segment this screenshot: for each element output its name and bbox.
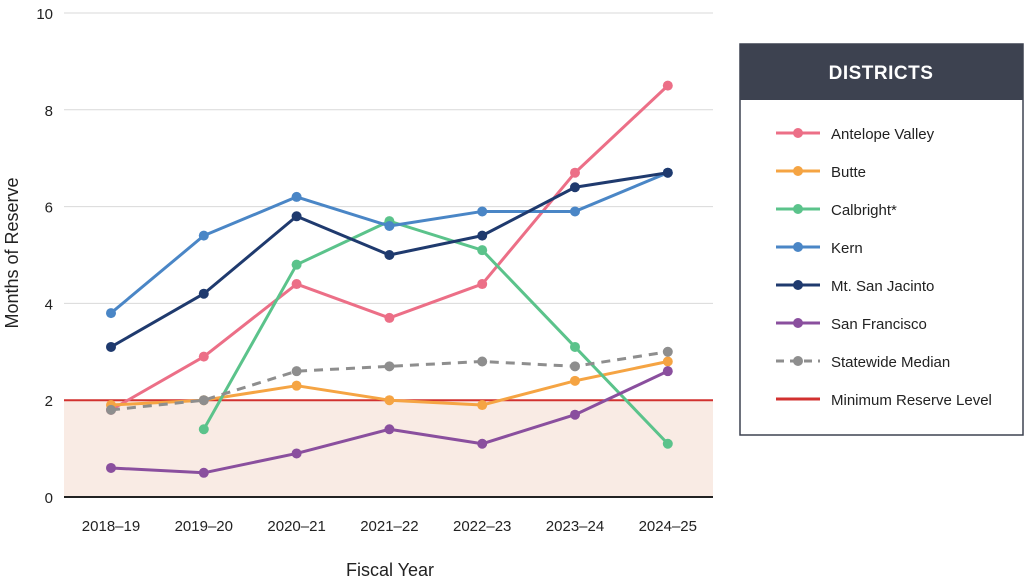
series-line xyxy=(109,84,670,412)
legend-item: Mt. San Jacinto xyxy=(776,278,934,295)
x-tick-label: 2024–25 xyxy=(639,518,697,535)
data-point xyxy=(384,424,395,435)
y-tick-label: 0 xyxy=(45,490,53,507)
data-point xyxy=(477,438,488,449)
legend-marker xyxy=(793,280,803,290)
data-point xyxy=(291,259,302,270)
legend-label: San Francisco xyxy=(831,316,927,333)
data-point xyxy=(106,341,116,352)
data-point xyxy=(477,206,488,217)
data-point xyxy=(662,346,673,357)
data-point xyxy=(662,366,673,377)
legend-item: Kern xyxy=(776,240,863,257)
legend-item: Antelope Valley xyxy=(776,126,935,143)
series-statewide-median xyxy=(106,346,673,415)
data-point xyxy=(662,167,673,178)
data-point xyxy=(198,230,209,241)
series-mt-san-jacinto xyxy=(106,167,673,352)
data-point xyxy=(477,245,488,256)
data-point xyxy=(106,462,116,473)
legend-item: San Francisco xyxy=(776,316,927,333)
legend-label: Kern xyxy=(831,240,863,257)
series-kern xyxy=(106,167,673,319)
data-point xyxy=(384,395,395,406)
legend-marker xyxy=(793,204,803,214)
data-point xyxy=(198,288,209,299)
data-point xyxy=(384,250,395,260)
x-tick-label: 2021–22 xyxy=(360,518,418,535)
legend-marker xyxy=(793,128,803,138)
legend-label: Butte xyxy=(831,164,866,181)
series-san-francisco xyxy=(106,366,673,478)
gridlines xyxy=(64,12,713,401)
data-point xyxy=(662,356,673,367)
data-point xyxy=(291,279,302,290)
data-point xyxy=(477,230,488,241)
legend-item: Minimum Reserve Level xyxy=(776,392,992,409)
legend-marker xyxy=(793,356,803,366)
below-minimum-region xyxy=(64,400,713,497)
legend-marker xyxy=(793,318,803,328)
data-point xyxy=(198,424,209,435)
data-point xyxy=(477,279,488,290)
x-tick-label: 2019–20 xyxy=(175,518,233,535)
legend-item: Calbright* xyxy=(776,202,897,219)
x-tick-label: 2023–24 xyxy=(546,518,604,535)
legend-label: Mt. San Jacinto xyxy=(831,278,934,295)
legend-marker xyxy=(793,166,803,176)
y-tick-label: 10 xyxy=(36,6,53,23)
data-point xyxy=(570,182,580,193)
legend-box xyxy=(739,43,1024,436)
axes: 0 2 4 6 8 10 2018–19 2019–20 2020–21 2021–22 2022–… xyxy=(36,6,713,535)
data-point xyxy=(570,206,580,217)
data-point xyxy=(198,351,209,362)
series-lines xyxy=(106,80,673,478)
data-point xyxy=(384,361,395,372)
data-point xyxy=(291,191,302,202)
data-point xyxy=(662,80,673,91)
data-point xyxy=(384,312,395,323)
legend-label: Antelope Valley xyxy=(831,126,935,143)
legend-header xyxy=(740,44,1023,100)
data-point xyxy=(106,308,116,319)
y-tick-label: 6 xyxy=(45,200,53,217)
legend-item: Statewide Median xyxy=(776,354,950,371)
y-tick-label: 8 xyxy=(45,103,53,120)
data-point xyxy=(384,220,395,231)
legend-label: Calbright* xyxy=(831,202,897,219)
legend-items: Antelope Valley Butte Calbright* Kern Mt. Sa… xyxy=(776,126,992,409)
legend-label: Minimum Reserve Level xyxy=(831,392,992,409)
below-minimum-shading xyxy=(64,400,713,497)
legend: DISTRICTS Antelope Valley Butte Calbright*… xyxy=(739,43,1024,436)
legend-label: Statewide Median xyxy=(831,354,950,371)
data-point xyxy=(570,409,580,420)
y-axis-title: Months of Reserve xyxy=(2,177,22,328)
data-point xyxy=(198,467,209,478)
data-point xyxy=(477,356,488,367)
data-point xyxy=(570,375,580,386)
data-point xyxy=(662,438,673,449)
series-line xyxy=(109,171,670,315)
data-point xyxy=(291,448,302,459)
x-tick-label: 2018–19 xyxy=(82,518,140,535)
data-point xyxy=(198,395,209,406)
legend-marker xyxy=(793,242,803,252)
data-point xyxy=(570,167,580,178)
data-point xyxy=(291,366,302,377)
y-tick-label: 4 xyxy=(45,296,53,313)
data-point xyxy=(570,361,580,372)
x-tick-label: 2020–21 xyxy=(267,518,325,535)
data-point xyxy=(477,400,488,411)
data-point xyxy=(291,380,302,391)
legend-item: Butte xyxy=(776,164,866,181)
legend-title: DISTRICTS xyxy=(829,63,934,84)
data-point xyxy=(106,404,116,415)
x-tick-label: 2022–23 xyxy=(453,518,511,535)
data-point xyxy=(570,341,580,352)
data-point xyxy=(291,211,302,222)
x-axis-title: Fiscal Year xyxy=(346,560,434,580)
y-tick-label: 2 xyxy=(45,393,53,410)
